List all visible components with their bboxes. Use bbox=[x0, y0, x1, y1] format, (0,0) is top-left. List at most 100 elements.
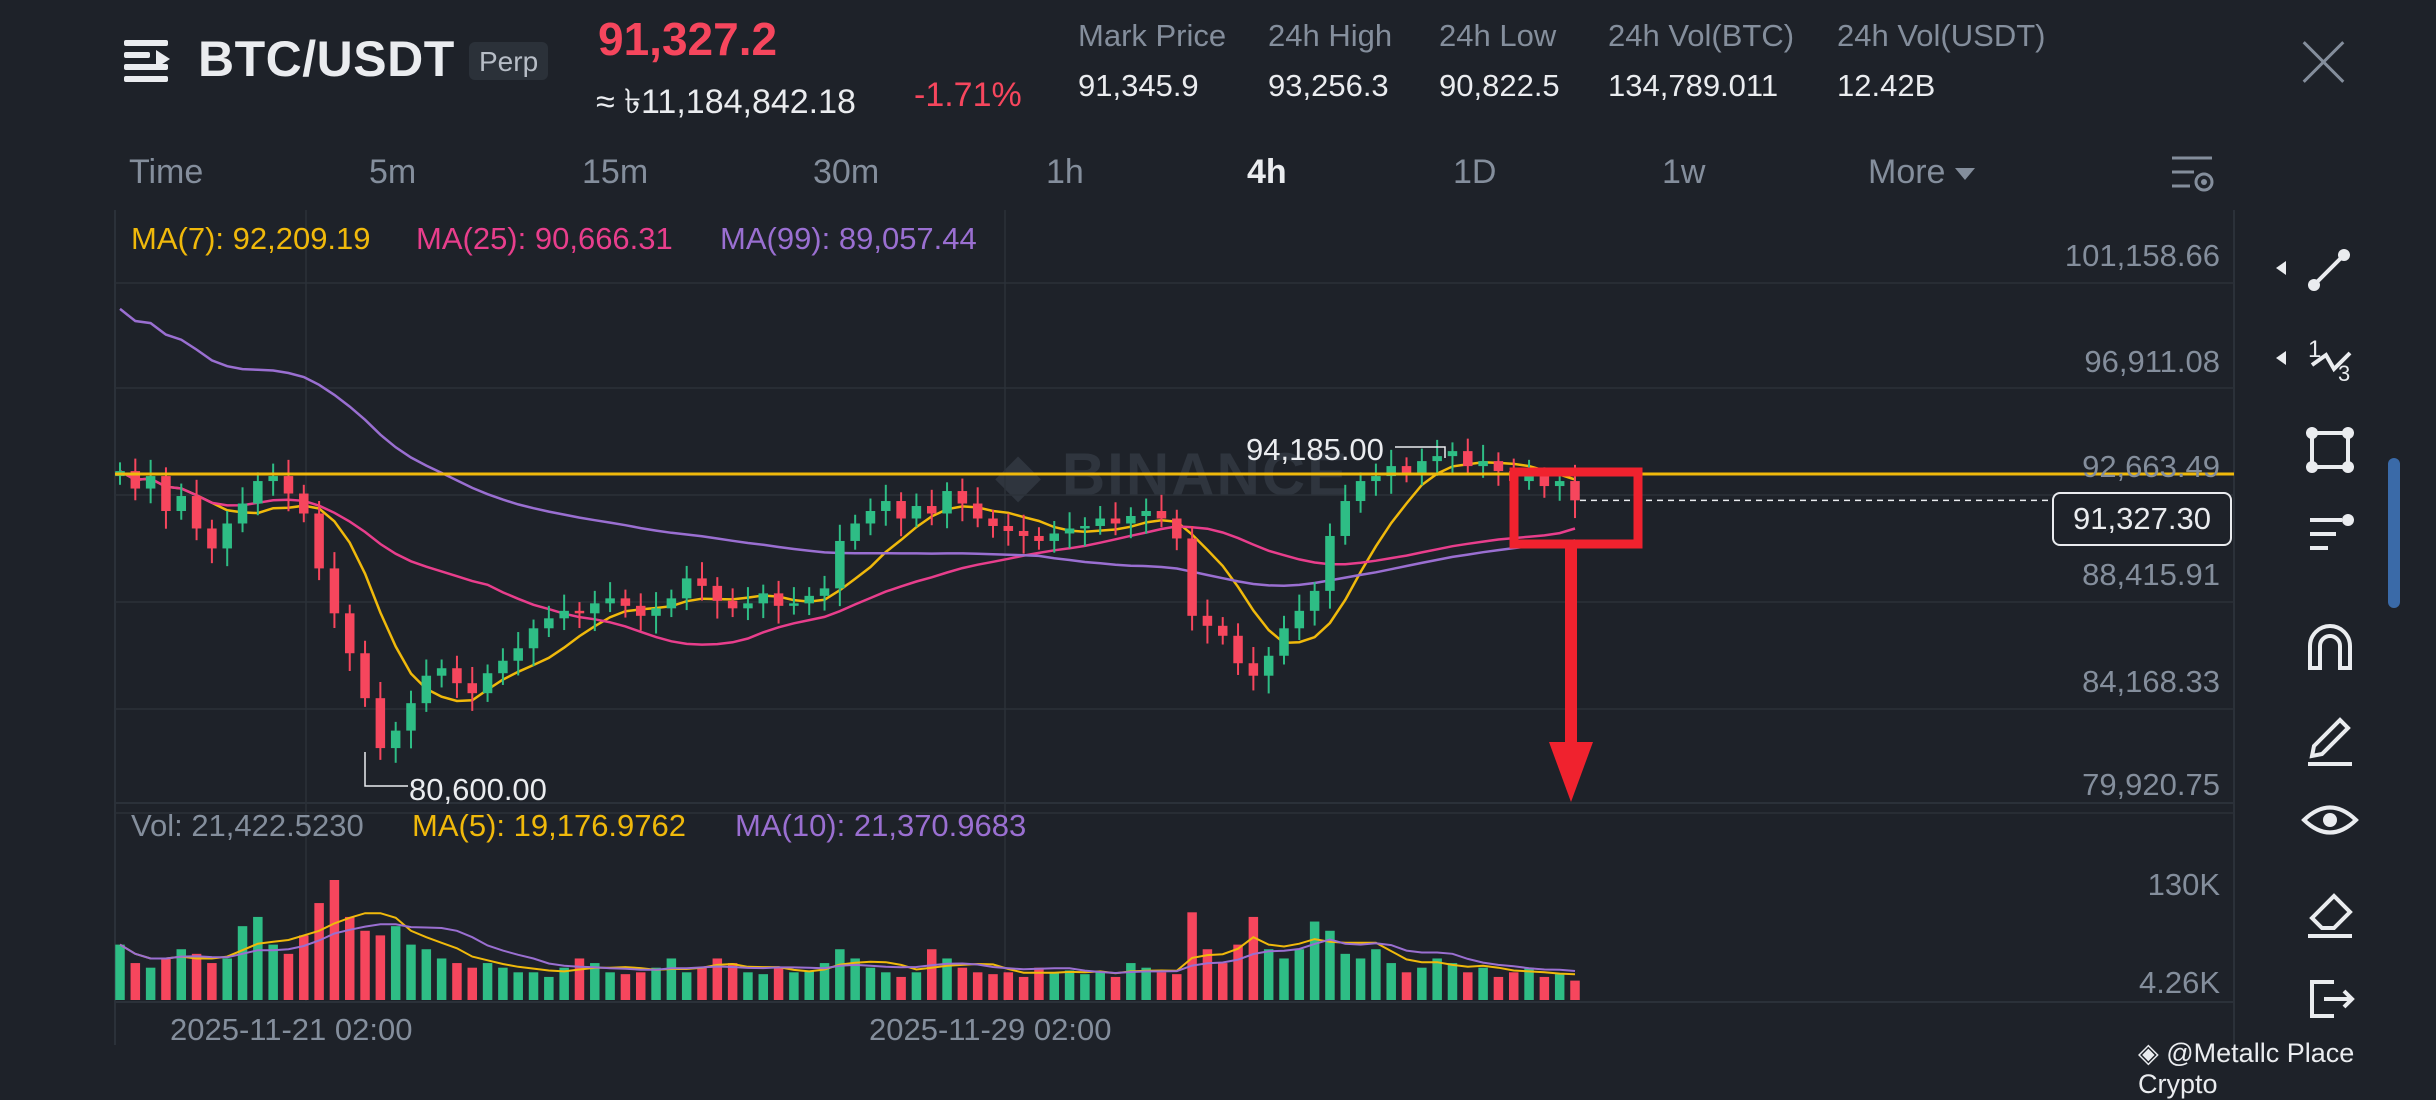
volume-bar bbox=[513, 972, 523, 1000]
symbol-title[interactable]: BTC/USDT bbox=[198, 31, 455, 87]
volume-bar bbox=[712, 958, 723, 1000]
volume-bar bbox=[406, 944, 416, 1000]
candle-body bbox=[1386, 466, 1396, 477]
candle-body bbox=[681, 578, 692, 599]
volume-bar bbox=[620, 974, 631, 1000]
candle-body bbox=[850, 523, 860, 541]
candle-body bbox=[498, 660, 508, 674]
toolbar-scrollbar[interactable] bbox=[2388, 458, 2400, 608]
volume-bar bbox=[896, 976, 906, 1000]
volume-bar bbox=[1248, 916, 1259, 1000]
candle-body bbox=[773, 593, 784, 606]
volume-bar bbox=[957, 967, 968, 1000]
volume-bar bbox=[253, 916, 263, 1000]
volume-bar bbox=[559, 967, 569, 1000]
ticker-header: BTC/USDT Perp 91,327.2 ≈ ৳11,184,842.18 … bbox=[0, 0, 2436, 140]
exit-icon[interactable] bbox=[2268, 962, 2388, 1032]
volume-bars bbox=[115, 880, 1580, 1000]
candle-body bbox=[299, 493, 309, 514]
low-price-marker: 80,600.00 bbox=[409, 772, 547, 807]
tab-more[interactable]: More bbox=[1868, 153, 1976, 192]
vol-ma5-line bbox=[119, 912, 1576, 976]
candle-body bbox=[835, 540, 845, 589]
volume-bar bbox=[1080, 974, 1090, 1000]
volume-bar bbox=[758, 974, 769, 1000]
candle-body bbox=[942, 491, 952, 514]
watermark-credit: ◈ @Metallc Place Crypto bbox=[2138, 1038, 2436, 1100]
volume-bar bbox=[1064, 970, 1075, 1000]
magnet-icon[interactable] bbox=[2268, 610, 2388, 680]
volume-bar bbox=[1202, 949, 1213, 1000]
tab-4h[interactable]: 4h bbox=[1247, 153, 1287, 191]
candle-body bbox=[1064, 528, 1075, 534]
volume-bar bbox=[804, 970, 814, 1000]
volume-bar bbox=[605, 972, 615, 1000]
eraser-icon[interactable] bbox=[2268, 872, 2388, 942]
price-axis-label: 96,911.08 bbox=[2084, 344, 2220, 379]
chart-settings-icon[interactable] bbox=[2168, 152, 2216, 196]
tab-time[interactable]: Time bbox=[129, 153, 204, 191]
volume-bar bbox=[681, 972, 692, 1000]
volume-bar bbox=[1570, 980, 1580, 1000]
rectangle-icon[interactable] bbox=[2268, 415, 2388, 485]
candle-body bbox=[544, 618, 554, 629]
stat-24h-high: 24h High 93,256.3 bbox=[1268, 18, 1392, 104]
candle-body bbox=[1570, 481, 1580, 501]
ma7-line bbox=[119, 460, 1576, 703]
fiat-price: ≈ ৳11,184,842.18 bbox=[596, 83, 856, 121]
candle-body bbox=[1417, 461, 1427, 474]
candle-body bbox=[513, 648, 523, 661]
price-axis-label: 101,158.66 bbox=[2064, 238, 2220, 273]
high-marker-connector bbox=[1395, 446, 1446, 458]
volume-bar bbox=[467, 967, 478, 1000]
volume-bar bbox=[1447, 963, 1458, 1000]
candle-body bbox=[988, 518, 998, 526]
volume-bar bbox=[498, 967, 508, 1000]
candle-body bbox=[712, 585, 723, 601]
caret-down-icon bbox=[1955, 168, 1976, 181]
candle-body bbox=[314, 513, 324, 569]
volume-bar bbox=[911, 972, 922, 1000]
menu-icon[interactable] bbox=[124, 38, 176, 84]
volume-bar bbox=[1156, 972, 1167, 1000]
annotation-highlight-box bbox=[1509, 467, 1643, 549]
candle-body bbox=[896, 501, 906, 519]
tab-1h[interactable]: 1h bbox=[1046, 153, 1084, 191]
volume-bar bbox=[145, 967, 156, 1000]
candle-body bbox=[268, 476, 278, 482]
legend-ma7: MA(7): 92,209.19 bbox=[131, 221, 371, 256]
stat-mark-price: Mark Price 91,345.9 bbox=[1078, 18, 1226, 104]
tab-1w[interactable]: 1w bbox=[1662, 153, 1706, 191]
volume-bar bbox=[1003, 972, 1014, 1000]
volume-bar bbox=[1508, 972, 1519, 1000]
stat-label: 24h High bbox=[1268, 18, 1393, 53]
fibonacci-icon[interactable]: 1 3 bbox=[2268, 325, 2388, 395]
volume-bar bbox=[926, 949, 937, 1000]
tab-15m[interactable]: 15m bbox=[582, 153, 649, 191]
candle-body bbox=[911, 506, 922, 519]
tab-5m[interactable]: 5m bbox=[369, 153, 417, 191]
tab-30m[interactable]: 30m bbox=[813, 153, 880, 191]
candle-body bbox=[390, 730, 401, 749]
indicator-settings-icon[interactable] bbox=[2268, 500, 2388, 570]
eye-icon[interactable] bbox=[2268, 785, 2388, 855]
volume-bar bbox=[344, 916, 355, 1000]
candle-body bbox=[1463, 451, 1473, 467]
stat-label: Mark Price bbox=[1078, 18, 1227, 53]
volume-bar bbox=[1386, 963, 1396, 1000]
trend-line-icon[interactable] bbox=[2268, 235, 2388, 305]
volume-bar bbox=[1172, 974, 1182, 1000]
candle-body bbox=[605, 598, 615, 604]
volume-bar bbox=[635, 972, 646, 1000]
volume-bar bbox=[1417, 967, 1427, 1000]
volume-bar bbox=[574, 958, 585, 1000]
tab-1d[interactable]: 1D bbox=[1453, 153, 1497, 191]
candle-body bbox=[1493, 461, 1504, 472]
candle-body bbox=[1294, 610, 1305, 629]
volume-bar bbox=[283, 953, 294, 1000]
volume-bar bbox=[865, 967, 876, 1000]
pencil-icon[interactable] bbox=[2268, 700, 2388, 770]
candle-body bbox=[1187, 538, 1197, 616]
candle-body bbox=[191, 496, 202, 529]
